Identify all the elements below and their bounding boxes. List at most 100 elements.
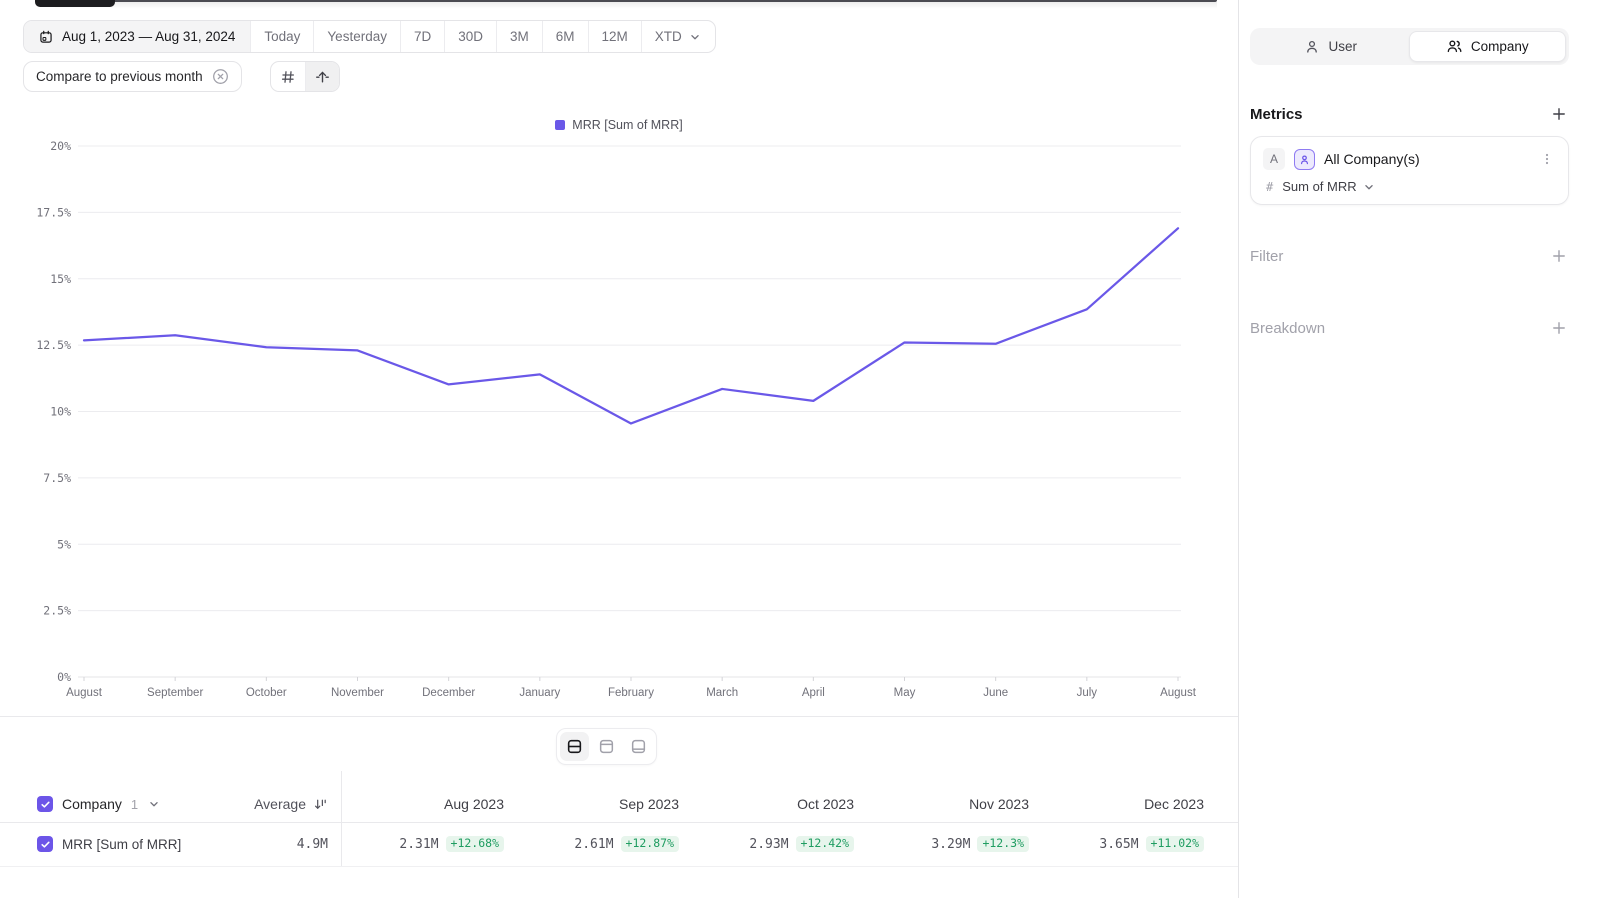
series-line-mrr bbox=[82, 227, 1180, 425]
preset-today[interactable]: Today bbox=[250, 21, 313, 52]
preset-3m[interactable]: 3M bbox=[496, 21, 542, 52]
top-cropped-black-element bbox=[35, 0, 115, 7]
panel-layout-toggles bbox=[556, 728, 657, 765]
filter-title: Filter bbox=[1250, 247, 1284, 265]
preset-12m[interactable]: 12M bbox=[587, 21, 641, 52]
table-header: Company 1 Average Aug 2023 Sep 2023 Oct … bbox=[0, 786, 1238, 822]
plus-icon bbox=[1553, 322, 1565, 334]
x-tick-label: February bbox=[608, 687, 654, 699]
layout-split-button[interactable] bbox=[560, 732, 589, 761]
row-checkbox[interactable] bbox=[37, 836, 53, 852]
check-icon bbox=[40, 841, 50, 848]
table-row[interactable]: MRR [Sum of MRR] 4.9M 2.31M +12.68% 2.61… bbox=[0, 822, 1238, 866]
main-horizontal-divider bbox=[0, 716, 1238, 717]
change-badge: +11.02% bbox=[1145, 836, 1204, 852]
y-tick-label: 17.5% bbox=[36, 205, 71, 219]
mrr-line-chart[interactable]: 0% 2.5% 5% 7.5% 10% 12.5% 15% 17.5% 20% August Sep… bbox=[0, 138, 1238, 713]
cell-value: 2.93M bbox=[749, 836, 789, 852]
right-sidebar: User Company Metrics A bbox=[1239, 0, 1600, 898]
x-tick-label: September bbox=[147, 687, 203, 699]
metrics-section-header: Metrics bbox=[1250, 104, 1569, 124]
x-tick-label: October bbox=[246, 687, 287, 699]
preset-7d[interactable]: 7D bbox=[399, 21, 444, 52]
compare-pill[interactable]: Compare to previous month bbox=[23, 61, 242, 92]
month-column-header: Aug 2023 bbox=[444, 796, 504, 812]
entity-toggle: User Company bbox=[1250, 28, 1569, 65]
x-tick-label: March bbox=[706, 687, 738, 699]
preset-30d[interactable]: 30D bbox=[444, 21, 496, 52]
add-filter-button[interactable] bbox=[1549, 246, 1569, 266]
metric-card[interactable]: A All Company(s) # Sum of MRR bbox=[1250, 136, 1569, 205]
chart-legend: MRR [Sum of MRR] bbox=[0, 118, 1238, 132]
legend-swatch bbox=[555, 120, 566, 130]
calendar-icon bbox=[40, 30, 52, 43]
grid-icon bbox=[281, 70, 295, 83]
x-tick-label: November bbox=[331, 687, 384, 699]
metric-series-badge: A bbox=[1263, 148, 1285, 170]
sort-descending-icon[interactable] bbox=[313, 797, 328, 812]
remove-compare-icon[interactable] bbox=[212, 68, 229, 85]
group-column-header: Company bbox=[62, 796, 122, 812]
y-tick-label: 7.5% bbox=[43, 471, 71, 485]
date-range-label: Aug 1, 2023 — Aug 31, 2024 bbox=[62, 29, 236, 44]
chevron-down-icon bbox=[691, 34, 699, 39]
y-tick-label: 5% bbox=[57, 537, 71, 551]
preset-6m[interactable]: 6M bbox=[541, 21, 588, 52]
layout-table-button[interactable] bbox=[624, 732, 653, 761]
toggle-company[interactable]: Company bbox=[1408, 31, 1566, 62]
sidebar-divider bbox=[1238, 0, 1239, 898]
cell-value: 3.65M bbox=[1099, 836, 1139, 852]
y-tick-label: 10% bbox=[50, 405, 71, 419]
table-row-border bbox=[0, 866, 1238, 867]
metric-entity-name: All Company(s) bbox=[1324, 151, 1420, 167]
month-column-header: Sep 2023 bbox=[619, 796, 679, 812]
annotations-toggle-button[interactable] bbox=[305, 62, 339, 91]
x-tick-label: August bbox=[1160, 687, 1197, 699]
x-tick-label: April bbox=[802, 687, 825, 699]
metric-row-label: MRR [Sum of MRR] bbox=[62, 836, 182, 852]
y-tick-label: 12.5% bbox=[36, 338, 71, 352]
aggregation-dropdown[interactable]: Sum of MRR bbox=[1282, 179, 1375, 194]
x-tick-label: June bbox=[983, 687, 1008, 699]
month-column-header: Dec 2023 bbox=[1144, 796, 1204, 812]
change-badge: +12.42% bbox=[795, 836, 854, 852]
table-header-border bbox=[0, 822, 1238, 823]
layout-chart-button[interactable] bbox=[592, 732, 621, 761]
x-tick-label: August bbox=[66, 687, 103, 699]
check-icon bbox=[40, 801, 50, 808]
breakdown-title: Breakdown bbox=[1250, 319, 1326, 337]
x-tick-label: May bbox=[894, 687, 916, 699]
average-value: 4.9M bbox=[296, 836, 328, 852]
breakdown-section-header: Breakdown bbox=[1250, 318, 1569, 338]
grid-toggle-button[interactable] bbox=[271, 62, 305, 91]
preset-xtd-dropdown[interactable]: XTD bbox=[640, 21, 715, 52]
user-icon bbox=[1307, 40, 1318, 53]
month-column-header: Oct 2023 bbox=[797, 796, 854, 812]
add-breakdown-button[interactable] bbox=[1549, 318, 1569, 338]
x-tick-label: January bbox=[519, 687, 560, 699]
x-tick-label: December bbox=[422, 687, 475, 699]
layout-bottom-bar-icon bbox=[631, 739, 646, 754]
plus-icon bbox=[1553, 108, 1565, 120]
kebab-menu-icon bbox=[1545, 153, 1549, 165]
date-range-toolbar: Aug 1, 2023 — Aug 31, 2024 Today Yesterd… bbox=[23, 20, 716, 53]
date-range-button[interactable]: Aug 1, 2023 — Aug 31, 2024 bbox=[24, 21, 251, 52]
cell-value: 3.29M bbox=[931, 836, 971, 852]
compare-label: Compare to previous month bbox=[36, 69, 203, 84]
y-tick-label: 2.5% bbox=[43, 604, 71, 618]
group-count: 1 bbox=[130, 796, 139, 812]
arrow-up-to-line-icon bbox=[316, 71, 329, 83]
add-metric-button[interactable] bbox=[1549, 104, 1569, 124]
metric-menu-button[interactable] bbox=[1538, 150, 1556, 168]
change-badge: +12.87% bbox=[620, 836, 679, 852]
preset-yesterday[interactable]: Yesterday bbox=[313, 21, 400, 52]
top-cropped-panel-edge bbox=[55, 0, 1217, 2]
metrics-title: Metrics bbox=[1250, 105, 1303, 123]
cell-value: 2.61M bbox=[574, 836, 614, 852]
chevron-down-icon[interactable] bbox=[147, 797, 161, 811]
x-tick-label: July bbox=[1077, 687, 1098, 699]
layout-top-bar-icon bbox=[599, 739, 614, 754]
toggle-user[interactable]: User bbox=[1253, 31, 1409, 62]
select-all-checkbox[interactable] bbox=[37, 796, 53, 812]
y-tick-label: 20% bbox=[50, 139, 71, 153]
